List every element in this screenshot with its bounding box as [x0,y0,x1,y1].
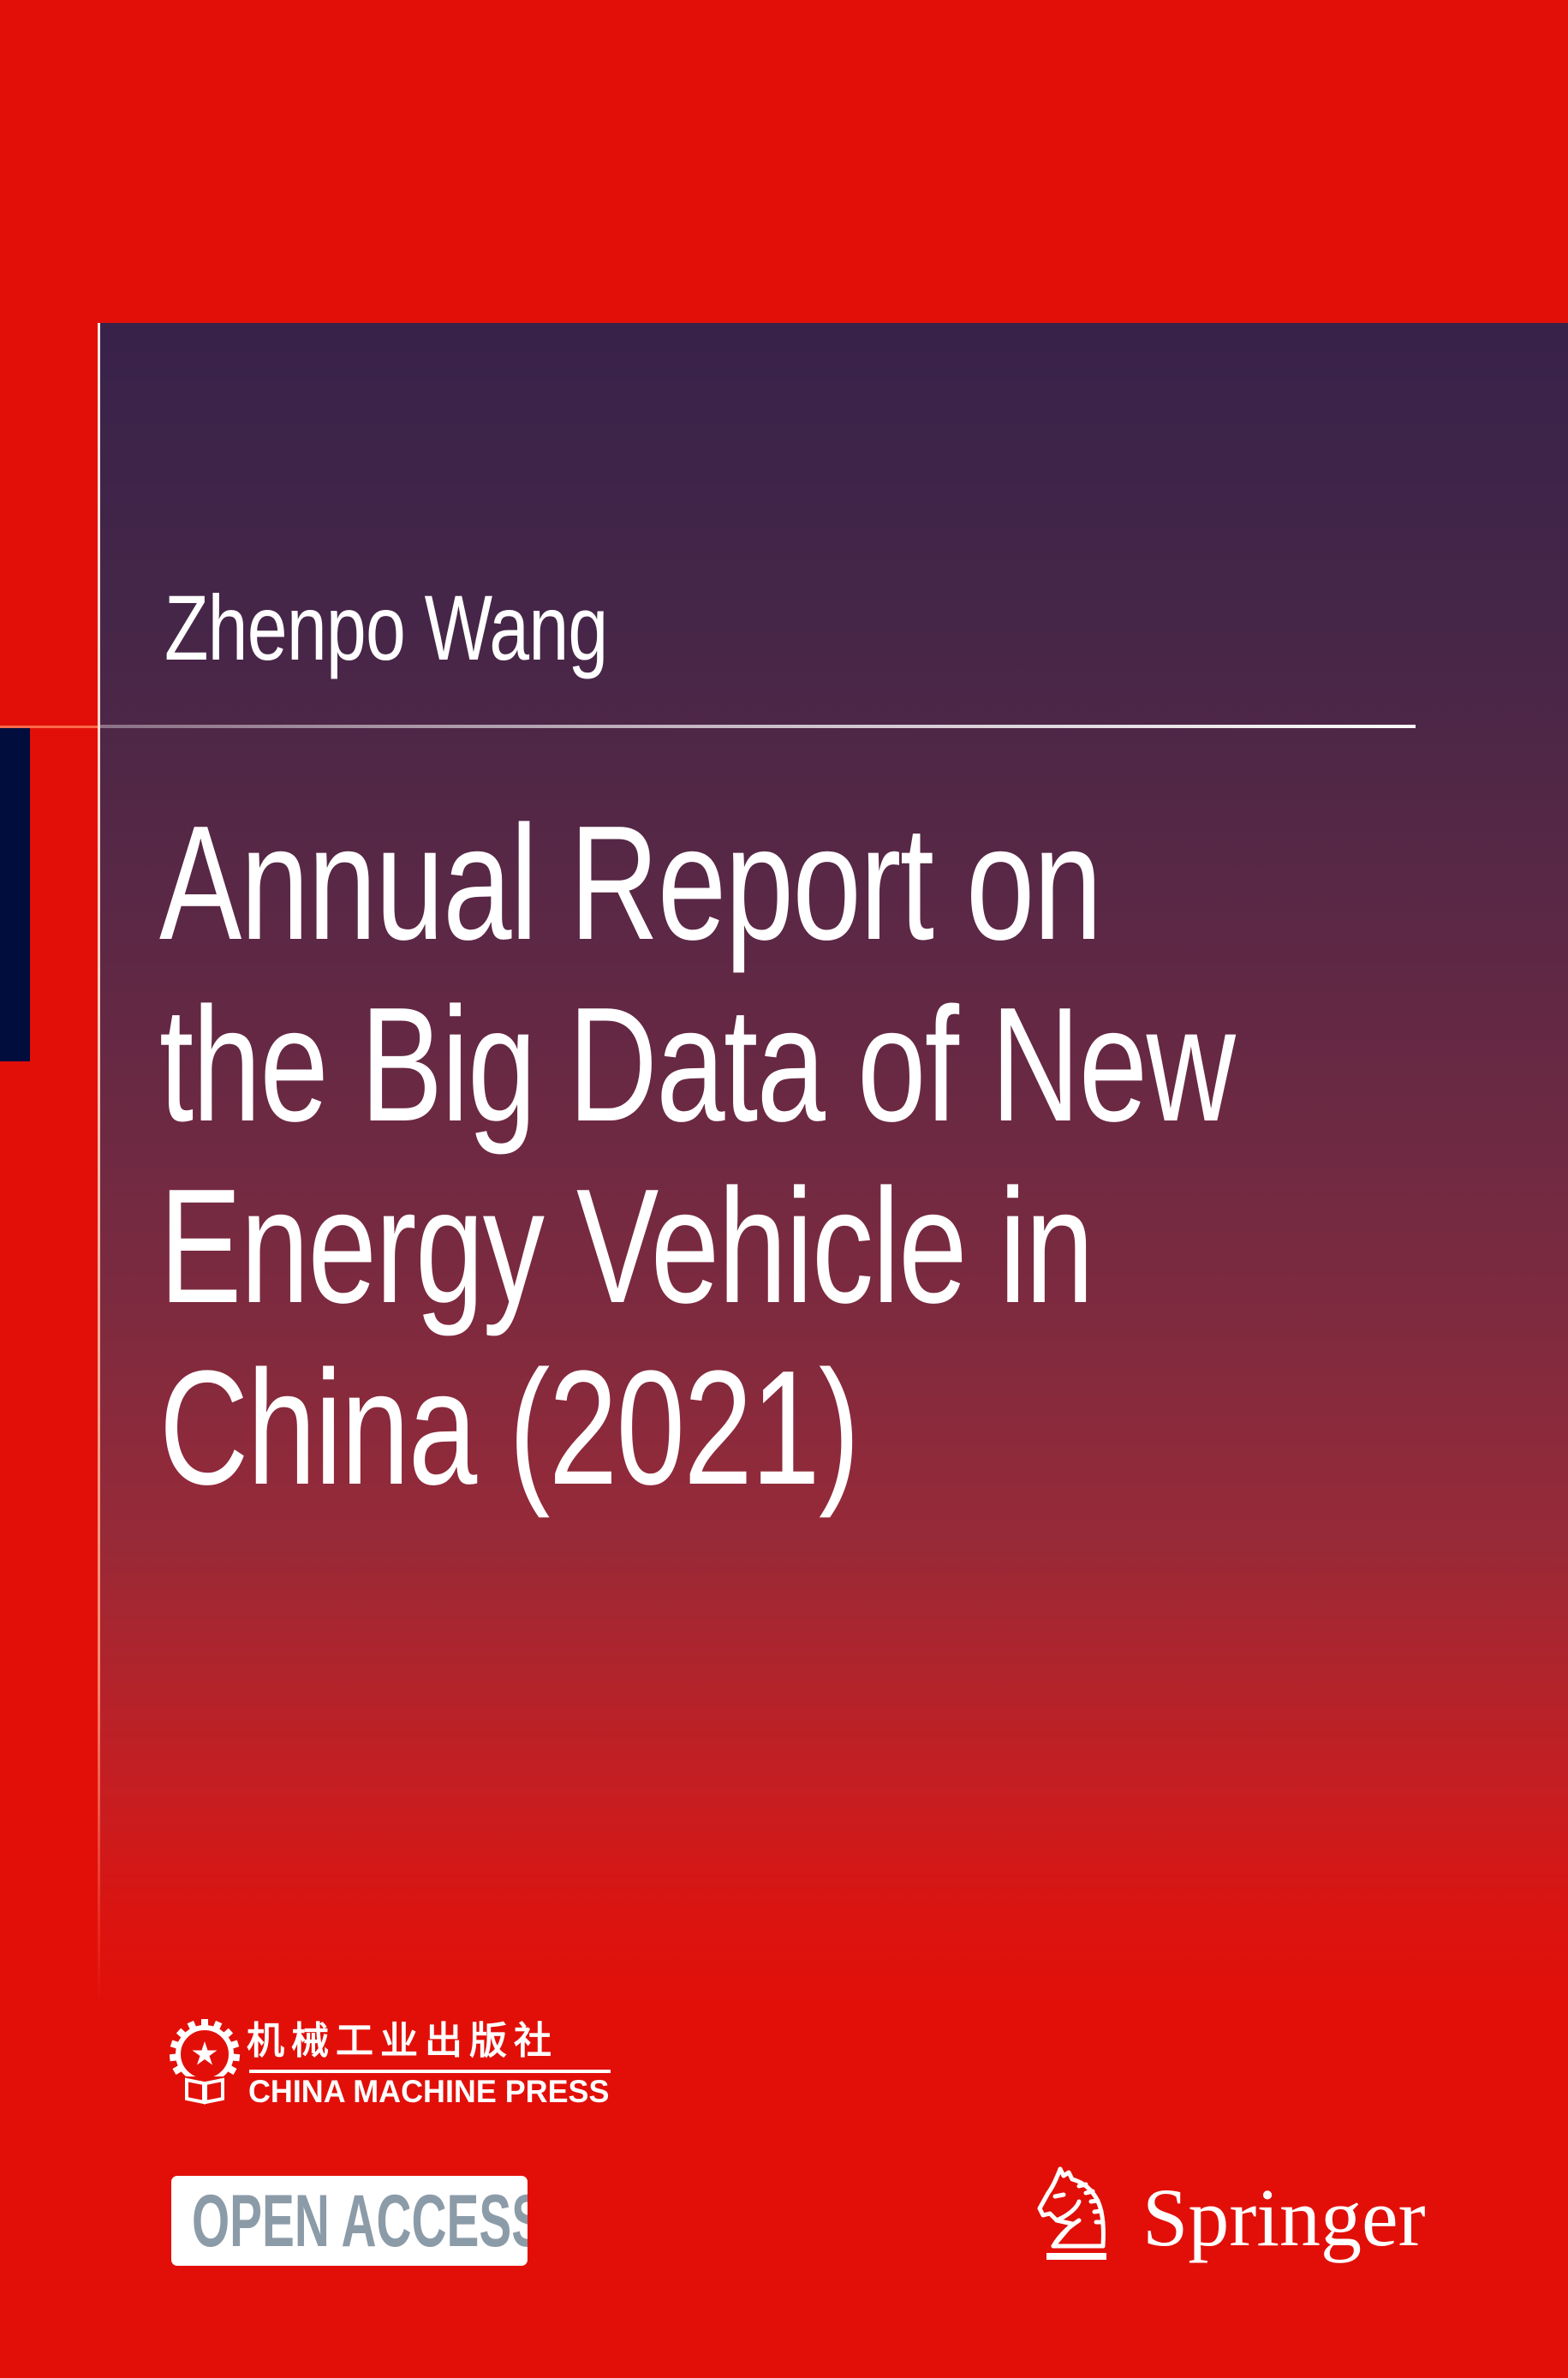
author-name: Zhenpo Wang [164,576,608,679]
gradient-panel [99,323,1568,2005]
springer-logo: Springer [1034,2164,1437,2275]
title-line-4: China (2021) [159,1337,860,1519]
china-machine-press-logo: 机械工业出版社 CHINA MACHINE PRESS [170,2018,615,2109]
navy-accent-bar [0,728,30,1061]
title-line-2: the Big Data of New [159,974,1236,1156]
publisher-name-chinese: 机械工业出版社 [247,2019,558,2063]
author-divider-line [100,725,1416,728]
title-line-1: Annual Report on [159,792,1102,974]
horizontal-accent-line-left [0,726,98,728]
open-access-badge: OPEN ACCESS [171,2176,528,2266]
vertical-accent-line [98,323,100,2002]
gear-star-book-icon [170,2019,241,2105]
publisher-logo-divider [249,2070,611,2073]
knight-horse-icon [1037,2166,1106,2260]
springer-wordmark: Springer [1142,2172,1426,2263]
open-access-label: OPEN ACCESS [192,2180,528,2262]
title-line-3: Energy Vehicle in [159,1156,1094,1337]
publisher-name-english: CHINA MACHINE PRESS [248,2074,610,2109]
book-title: Annual Report on the Big Data of New Ene… [159,792,1236,1519]
